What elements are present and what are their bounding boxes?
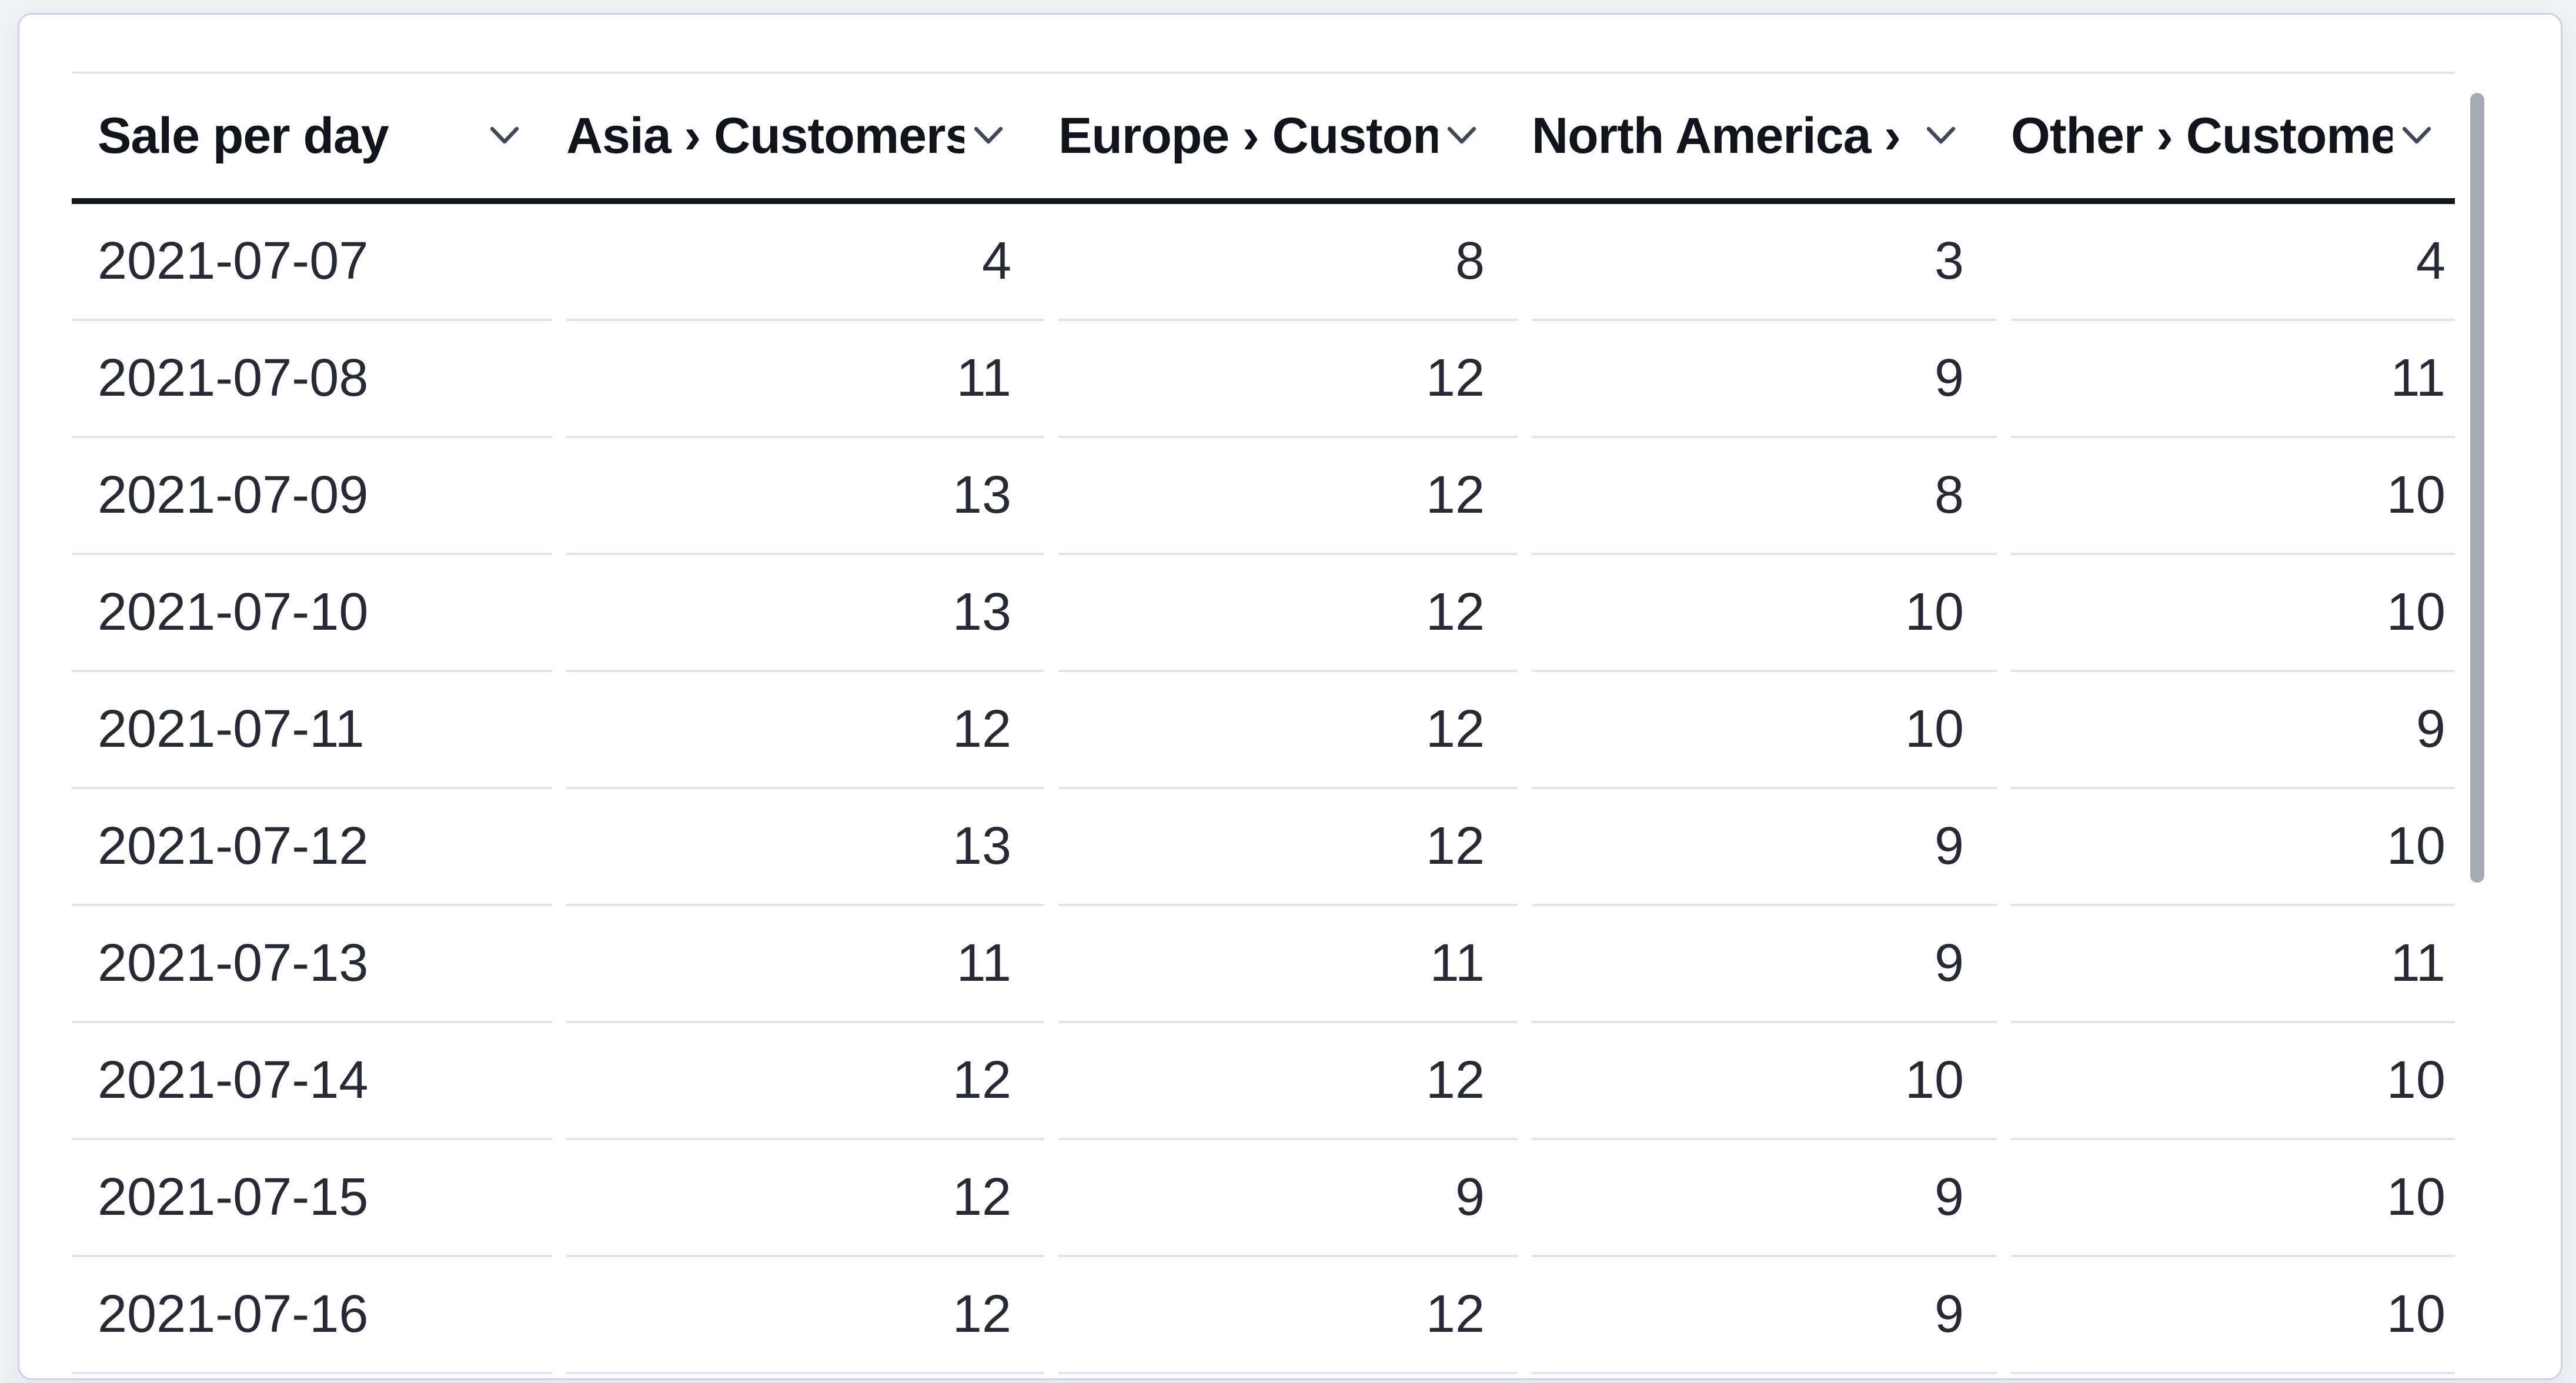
date-cell: 2021-07-08 bbox=[72, 321, 552, 438]
table-row: 2021-07-08 11 12 9 11 bbox=[72, 321, 2455, 438]
column-header-sale-per-day[interactable]: Sale per day bbox=[72, 74, 552, 198]
chevron-down-icon[interactable] bbox=[2402, 126, 2431, 145]
date-cell: 2021-07-09 bbox=[72, 438, 552, 555]
table-row: 2021-07-12 13 12 9 10 bbox=[72, 789, 2455, 906]
date-cell: 2021-07-12 bbox=[72, 789, 552, 906]
table-card: Sale per day Asia › Customers Europe › C… bbox=[18, 13, 2562, 1380]
asia-value-cell: 11 bbox=[566, 906, 1044, 1023]
asia-value-cell: 12 bbox=[566, 1140, 1044, 1257]
date-cell: 2021-07-07 bbox=[72, 204, 552, 321]
other-value-cell: 11 bbox=[2011, 321, 2455, 438]
date-cell: 2021-07-13 bbox=[72, 906, 552, 1023]
date-cell: 2021-07-16 bbox=[72, 1257, 552, 1374]
table-row: 2021-07-10 13 12 10 10 bbox=[72, 555, 2455, 672]
table-row: 2021-07-15 12 9 9 10 bbox=[72, 1140, 2455, 1257]
north-america-value-cell: 9 bbox=[1532, 1257, 1997, 1374]
europe-value-cell: 8 bbox=[1058, 204, 1518, 321]
column-header-label: Other › Custome bbox=[2011, 107, 2393, 164]
table-body: 2021-07-07 4 8 3 4 2021-07-08 11 12 9 11… bbox=[72, 204, 2455, 1374]
asia-value-cell: 12 bbox=[566, 672, 1044, 789]
table-row: 2021-07-07 4 8 3 4 bbox=[72, 204, 2455, 321]
chevron-down-icon[interactable] bbox=[1926, 126, 1956, 145]
other-value-cell: 10 bbox=[2011, 1140, 2455, 1257]
asia-value-cell: 12 bbox=[566, 1023, 1044, 1140]
other-value-cell: 10 bbox=[2011, 438, 2455, 555]
europe-value-cell: 12 bbox=[1058, 1257, 1518, 1374]
north-america-value-cell: 9 bbox=[1532, 1140, 1997, 1257]
asia-value-cell: 11 bbox=[566, 321, 1044, 438]
other-value-cell: 10 bbox=[2011, 1257, 2455, 1374]
date-cell: 2021-07-14 bbox=[72, 1023, 552, 1140]
europe-value-cell: 11 bbox=[1058, 906, 1518, 1023]
north-america-value-cell: 9 bbox=[1532, 321, 1997, 438]
other-value-cell: 10 bbox=[2011, 1023, 2455, 1140]
asia-value-cell: 13 bbox=[566, 789, 1044, 906]
north-america-value-cell: 3 bbox=[1532, 204, 1997, 321]
chevron-down-icon[interactable] bbox=[490, 126, 519, 145]
other-value-cell: 10 bbox=[2011, 555, 2455, 672]
table-row: 2021-07-16 12 12 9 10 bbox=[72, 1257, 2455, 1374]
asia-value-cell: 12 bbox=[566, 1257, 1044, 1374]
column-header-other-customers[interactable]: Other › Custome bbox=[2011, 74, 2455, 198]
vertical-scrollbar-thumb[interactable] bbox=[2470, 93, 2484, 883]
north-america-value-cell: 8 bbox=[1532, 438, 1997, 555]
europe-value-cell: 12 bbox=[1058, 438, 1518, 555]
column-header-asia-customers[interactable]: Asia › Customers bbox=[566, 74, 1044, 198]
column-header-label: North America › bbox=[1532, 107, 1901, 164]
date-cell: 2021-07-15 bbox=[72, 1140, 552, 1257]
north-america-value-cell: 9 bbox=[1532, 906, 1997, 1023]
europe-value-cell: 9 bbox=[1058, 1140, 1518, 1257]
table-header-row: Sale per day Asia › Customers Europe › C… bbox=[72, 72, 2455, 204]
other-value-cell: 9 bbox=[2011, 672, 2455, 789]
north-america-value-cell: 10 bbox=[1532, 672, 1997, 789]
europe-value-cell: 12 bbox=[1058, 789, 1518, 906]
chevron-down-icon[interactable] bbox=[974, 126, 1003, 145]
column-header-europe-customers[interactable]: Europe › Custom bbox=[1058, 74, 1518, 198]
north-america-value-cell: 10 bbox=[1532, 1023, 1997, 1140]
other-value-cell: 11 bbox=[2011, 906, 2455, 1023]
column-header-label: Asia › Customers bbox=[566, 107, 964, 164]
chevron-down-icon[interactable] bbox=[1447, 126, 1476, 145]
europe-value-cell: 12 bbox=[1058, 555, 1518, 672]
table-row: 2021-07-13 11 11 9 11 bbox=[72, 906, 2455, 1023]
table-row: 2021-07-09 13 12 8 10 bbox=[72, 438, 2455, 555]
table-row: 2021-07-14 12 12 10 10 bbox=[72, 1023, 2455, 1140]
europe-value-cell: 12 bbox=[1058, 1023, 1518, 1140]
asia-value-cell: 13 bbox=[566, 438, 1044, 555]
north-america-value-cell: 9 bbox=[1532, 789, 1997, 906]
asia-value-cell: 4 bbox=[566, 204, 1044, 321]
europe-value-cell: 12 bbox=[1058, 672, 1518, 789]
other-value-cell: 10 bbox=[2011, 789, 2455, 906]
asia-value-cell: 13 bbox=[566, 555, 1044, 672]
data-table: Sale per day Asia › Customers Europe › C… bbox=[72, 72, 2455, 1374]
date-cell: 2021-07-11 bbox=[72, 672, 552, 789]
other-value-cell: 4 bbox=[2011, 204, 2455, 321]
date-cell: 2021-07-10 bbox=[72, 555, 552, 672]
column-header-label: Sale per day bbox=[98, 107, 389, 164]
europe-value-cell: 12 bbox=[1058, 321, 1518, 438]
table-row: 2021-07-11 12 12 10 9 bbox=[72, 672, 2455, 789]
north-america-value-cell: 10 bbox=[1532, 555, 1997, 672]
column-header-north-america-customers[interactable]: North America › bbox=[1532, 74, 1997, 198]
column-header-label: Europe › Custom bbox=[1058, 107, 1438, 164]
